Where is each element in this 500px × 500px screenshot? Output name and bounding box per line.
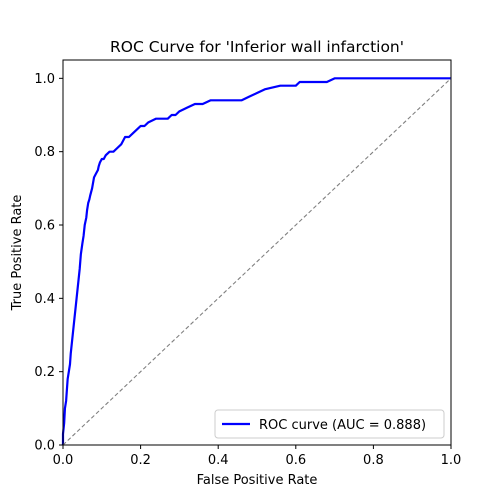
plot-frame: [62, 59, 452, 446]
chance-diagonal-line: [62, 77, 452, 446]
roc-curve-line: [61, 77, 451, 445]
y-tick-label: 1.0: [34, 72, 55, 87]
y-tick-label: 0.4: [34, 292, 55, 307]
x-axis-label: False Positive Rate: [197, 473, 318, 488]
x-tick-label: 0.8: [363, 453, 384, 468]
y-tick-label: 0.2: [34, 365, 55, 380]
axes: 0.0 0.2 0.4 0.6 0.8 1.0 0.0 0.2 0.4 0.6 0.8 1.0: [34, 59, 462, 468]
chart-title: ROC Curve for 'Inferior wall infarction': [110, 38, 404, 56]
x-tick-label: 0.4: [208, 453, 229, 468]
x-tick-label: 0.0: [53, 453, 74, 468]
x-tick-label: 0.6: [285, 453, 306, 468]
x-tick-label: 0.2: [130, 453, 151, 468]
x-tick-label: 1.0: [441, 453, 462, 468]
legend-box: [214, 409, 445, 439]
y-tick-label: 0.8: [34, 145, 55, 160]
legend-label-roc-curve: ROC curve (AUC = 0.888): [259, 418, 426, 433]
plot-area: [61, 77, 452, 446]
y-axis-label: True Positive Rate: [10, 195, 25, 312]
y-tick-label: 0.6: [34, 219, 55, 234]
legend: ROC curve (AUC = 0.888): [214, 409, 445, 439]
y-tick-label: 0.0: [34, 439, 55, 454]
